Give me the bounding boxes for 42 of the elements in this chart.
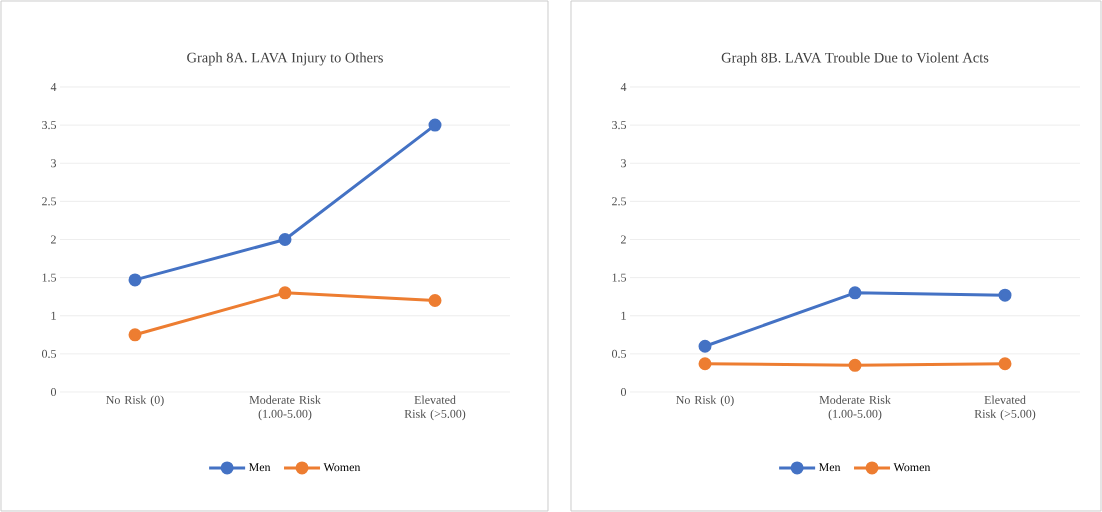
y-tick-label: 1.5 [42, 273, 57, 282]
point [128, 273, 142, 287]
y-tick-label: 2 [621, 235, 626, 244]
point [428, 293, 442, 307]
y-tick-label: 1 [621, 311, 626, 320]
x-tick-label: Moderate Risk (1.00-5.00) [249, 395, 321, 421]
y-tick-label: 3.5 [612, 121, 627, 130]
point [848, 286, 862, 300]
point [998, 288, 1012, 302]
y-tick-label: 3 [51, 159, 57, 168]
y-tick-label: 0 [50, 387, 57, 397]
y-tick-label: 0.5 [42, 349, 57, 358]
y-tick-label: 1.5 [612, 273, 627, 282]
y-tick-label: 1 [51, 311, 56, 320]
x-tick-label: No Risk (0) [676, 395, 734, 407]
y-tick-label: 2.5 [42, 197, 57, 206]
y-tick-label: 2 [51, 235, 56, 244]
chart-title: Graph 8B. LAVA Trouble Due to Violent Acts [721, 52, 989, 66]
legend-label: Women [323, 463, 361, 472]
legend-label: Women [893, 463, 931, 472]
x-tick-label: Elevated Risk (>5.00) [404, 395, 466, 421]
point [698, 339, 712, 353]
point [128, 328, 142, 342]
x-tick-label: Moderate Risk (1.00-5.00) [819, 395, 891, 421]
y-tick-label: 4 [50, 83, 57, 91]
point [698, 357, 712, 371]
point [998, 357, 1012, 371]
legend-label: Men [248, 463, 271, 472]
point [848, 358, 862, 372]
point [428, 118, 442, 132]
y-tick-label: 3 [621, 159, 627, 168]
x-tick-label: Elevated Risk (>5.00) [974, 395, 1036, 421]
chart-title: Graph 8A. LAVA Injury to Others [187, 52, 383, 66]
y-tick-label: 3.5 [42, 121, 57, 130]
point [278, 232, 292, 246]
legend-label: Men [818, 463, 841, 472]
y-tick-label: 0 [620, 387, 627, 397]
y-tick-label: 2.5 [612, 197, 627, 206]
x-tick-label: No Risk (0) [106, 395, 164, 407]
y-tick-label: 4 [620, 83, 627, 91]
point [278, 286, 292, 300]
y-tick-label: 0.5 [612, 349, 627, 358]
